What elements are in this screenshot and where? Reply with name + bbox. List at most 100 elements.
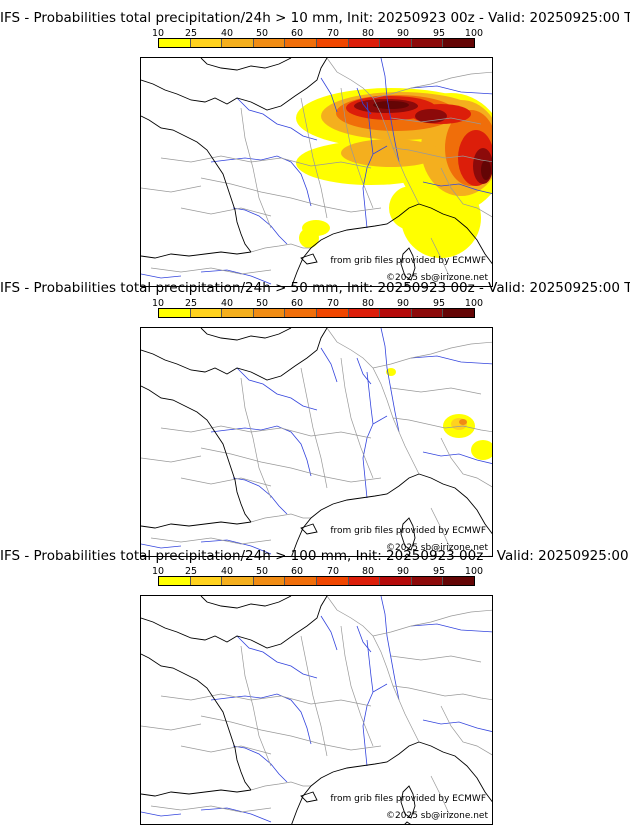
colorbar-swatch [380,39,412,47]
border-line [250,513,311,523]
colorbar-swatch [253,39,286,47]
copyright-credit: ©2025 sb@irizone.net [386,543,488,553]
colorbar-swatch [443,577,474,585]
border-line [340,625,374,747]
river-line [200,807,272,823]
colorbar-tick-label: 60 [290,566,304,577]
border-line [160,425,372,439]
river-line [410,85,492,95]
border-line [326,596,420,743]
forecast-panel-2: IFS - Probabilities total precipitation/… [0,280,630,557]
border-line [372,609,492,637]
colorbar-tick-label: 100 [464,298,484,309]
river-line [236,367,318,411]
border-line [430,775,452,819]
coastline-segment [141,251,252,259]
map-canvas [141,58,492,286]
copyright-credit: ©2025 sb@irizone.net [386,273,488,283]
probability-map: from grib files provided by ECMWF ©2025 … [140,595,493,825]
border-line [141,185,202,193]
border-line [392,685,492,701]
border-line [150,537,272,545]
colorbar-tick-label: 60 [290,28,304,39]
colorbar-tick-label: 70 [326,28,340,39]
colorbar-swatch [411,309,444,317]
coastline [141,58,492,286]
precipitation-area [299,228,319,248]
colorbar-swatch [443,39,474,47]
coastline-segment [404,553,411,556]
precipitation-probability-shading [386,368,492,460]
colorbar-tick-label: 70 [326,298,340,309]
colorbar-swatch [159,39,191,47]
panel-title: IFS - Probabilities total precipitation/… [0,10,630,26]
coastline-segment [418,473,492,535]
colorbar-swatch [285,309,317,317]
river-line [366,371,374,425]
map-canvas [141,328,492,556]
border-line [392,147,492,163]
colorbar-swatch [159,309,191,317]
colorbar-tick-label: 25 [184,566,198,577]
river-line [236,635,318,679]
river-line [366,101,374,155]
border-line [240,645,272,767]
colorbar-swatch [348,577,381,585]
colorbar-tick-label: 80 [361,566,375,577]
coastline-segment [400,785,416,819]
border-line [150,267,272,275]
admin-borders [141,328,492,551]
border-line [141,723,202,731]
colorbar-tick-label: 95 [432,298,446,309]
river-line [236,97,318,141]
precipitation-area [481,160,491,180]
coastline-segment [141,385,252,523]
coastline-segment [141,653,252,791]
coastline-segment [404,283,411,286]
map-canvas [141,596,492,824]
colorbar-tick-label: 40 [220,566,234,577]
coastline [141,596,492,824]
river-line [422,451,492,464]
colorbar-swatch [316,39,349,47]
colorbar-swatch [253,577,286,585]
forecast-panel-3: IFS - Probabilities total precipitation/… [0,548,630,825]
river-line [232,207,288,245]
rivers [141,328,492,555]
river-line [356,357,372,385]
river-line [356,625,372,653]
colorbar-swatch [190,577,223,585]
river-line [380,58,400,163]
colorbar-swatch [316,577,349,585]
river-line [200,539,272,555]
colorbar [158,38,475,48]
colorbar-labels: 10 25 40 50 60 70 80 90 95 100 [150,566,486,577]
colorbar-tick-label: 90 [396,566,410,577]
colorbar-labels: 10 25 40 50 60 70 80 90 95 100 [150,28,486,39]
copyright-credit: ©2025 sb@irizone.net [386,811,488,821]
border-line [326,328,420,475]
coastline [141,328,492,556]
border-line [160,155,372,169]
colorbar-tick-label: 10 [151,28,165,39]
border-line [150,805,272,813]
coastline-segment [300,253,318,265]
coastline-segment [418,203,492,265]
coastline-segment [200,58,292,71]
probability-map: from grib files provided by ECMWF ©2025 … [140,327,493,557]
border-line [300,367,328,489]
river-line [422,181,492,194]
colorbar-swatch [348,309,381,317]
colorbar-tick-label: 70 [326,566,340,577]
colorbar-swatch [253,309,286,317]
border-line [200,715,382,751]
river-line [362,145,388,229]
colorbar-tick-label: 90 [396,298,410,309]
border-line [160,693,372,707]
coastline-segment [141,596,328,649]
colorbar-swatch [316,309,349,317]
river-line [141,273,182,279]
colorbar-swatch [222,309,254,317]
colorbar-swatch [190,309,223,317]
colorbar-swatch [285,577,317,585]
